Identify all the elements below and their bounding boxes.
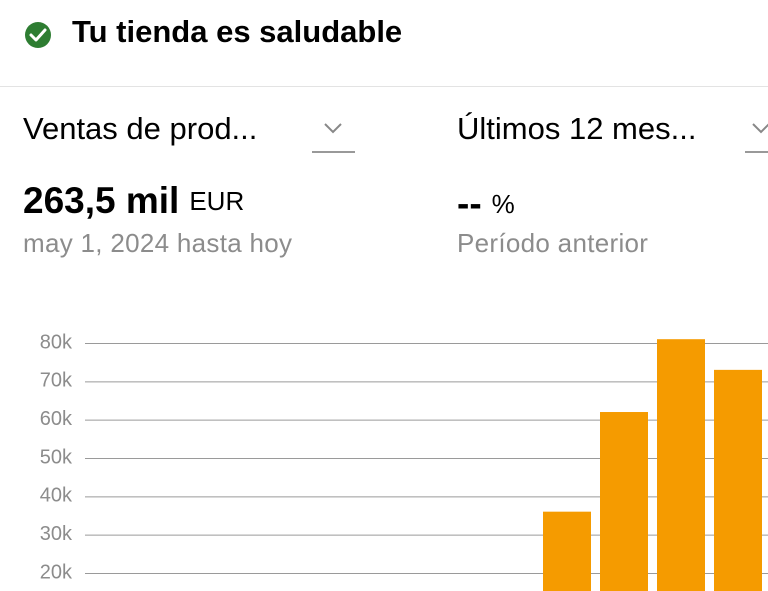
selector-label[interactable]: Ventas de prod... (23, 111, 257, 146)
selector-label[interactable]: Últimos 12 mes... (457, 111, 696, 146)
bar (543, 511, 591, 591)
chevron (324, 123, 342, 134)
metric-value: --% (457, 183, 515, 224)
metric-selector[interactable]: Ventas de prod... (23, 111, 355, 153)
period-selector[interactable]: Últimos 12 mes... (457, 111, 768, 153)
y-tick-label: 40k (40, 485, 73, 507)
y-tick-label: 50k (40, 446, 73, 468)
y-tick-label: 30k (40, 523, 73, 545)
metric-caption: Período anterior (457, 228, 648, 258)
title: Tu tienda es saludable (72, 14, 402, 49)
chevron (752, 123, 768, 134)
check (29, 28, 47, 42)
y-tick-label: 70k (40, 370, 73, 392)
metric-caption: may 1, 2024 hasta hoy (23, 228, 292, 258)
unit: % (492, 189, 515, 219)
y-tick-label: 20k (40, 561, 73, 583)
bar (714, 369, 762, 591)
bar (657, 339, 705, 591)
y-tick-label: 80k (40, 331, 73, 353)
status-icon (25, 22, 51, 48)
y-tick-label: 60k (40, 408, 73, 430)
metric-value: 263,5 mil EUR (23, 180, 244, 221)
value: -- (457, 183, 482, 224)
bar (600, 412, 648, 591)
value: 263,5 mil (23, 180, 179, 221)
chart: 20k 30k 40k 50k 60k 70k 80k (40, 331, 768, 591)
unit: EUR (189, 186, 244, 216)
